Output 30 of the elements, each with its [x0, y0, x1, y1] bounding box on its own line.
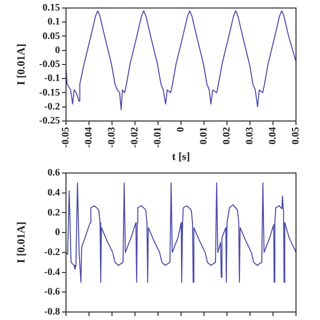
x-tick-label: 0.01: [198, 126, 210, 144]
x-tick-label: 0.02: [222, 126, 233, 144]
y-tick-label: -0.2: [44, 101, 60, 112]
x-axis-title: t [s]: [172, 151, 190, 164]
y-tick-label: 0.4: [48, 187, 60, 198]
y-tick-label: -0.1: [44, 73, 60, 84]
x-tick-label: -0.03: [106, 126, 118, 148]
y-tick-label: 0.2: [48, 207, 60, 218]
y-tick-label: -0.8: [44, 306, 60, 318]
x-tick-label: 0.04: [268, 126, 279, 144]
y-tick-label: -0.2: [44, 247, 60, 258]
x-tick-label: 0.05: [290, 126, 302, 144]
x-tick-label: -0.01: [152, 126, 164, 148]
y-tick-label: 0.05: [42, 30, 60, 42]
x-tick-label: -0.04: [84, 126, 95, 148]
y-tick-label: 0.6: [48, 168, 60, 179]
y-tick-label: -0.4: [44, 266, 60, 278]
y-axis-title: I [0.01A]: [15, 222, 28, 264]
x-tick-label: -0.02: [130, 126, 141, 148]
y-tick-label: 0: [55, 44, 60, 56]
x-tick-label: 0.03: [244, 126, 256, 144]
y-tick-label: 0: [55, 227, 60, 238]
y-tick-label: 0.1: [48, 16, 60, 28]
y-tick-label: -0.25: [39, 116, 60, 127]
x-tick-label: 0: [176, 126, 187, 132]
y-tick-label: 0.15: [42, 2, 60, 14]
y-tick-label: -0.15: [39, 87, 60, 98]
y-tick-label: -0.05: [39, 59, 60, 70]
y-axis-title: I [0.01A]: [15, 44, 28, 86]
y-tick-label: -0.6: [44, 286, 60, 298]
